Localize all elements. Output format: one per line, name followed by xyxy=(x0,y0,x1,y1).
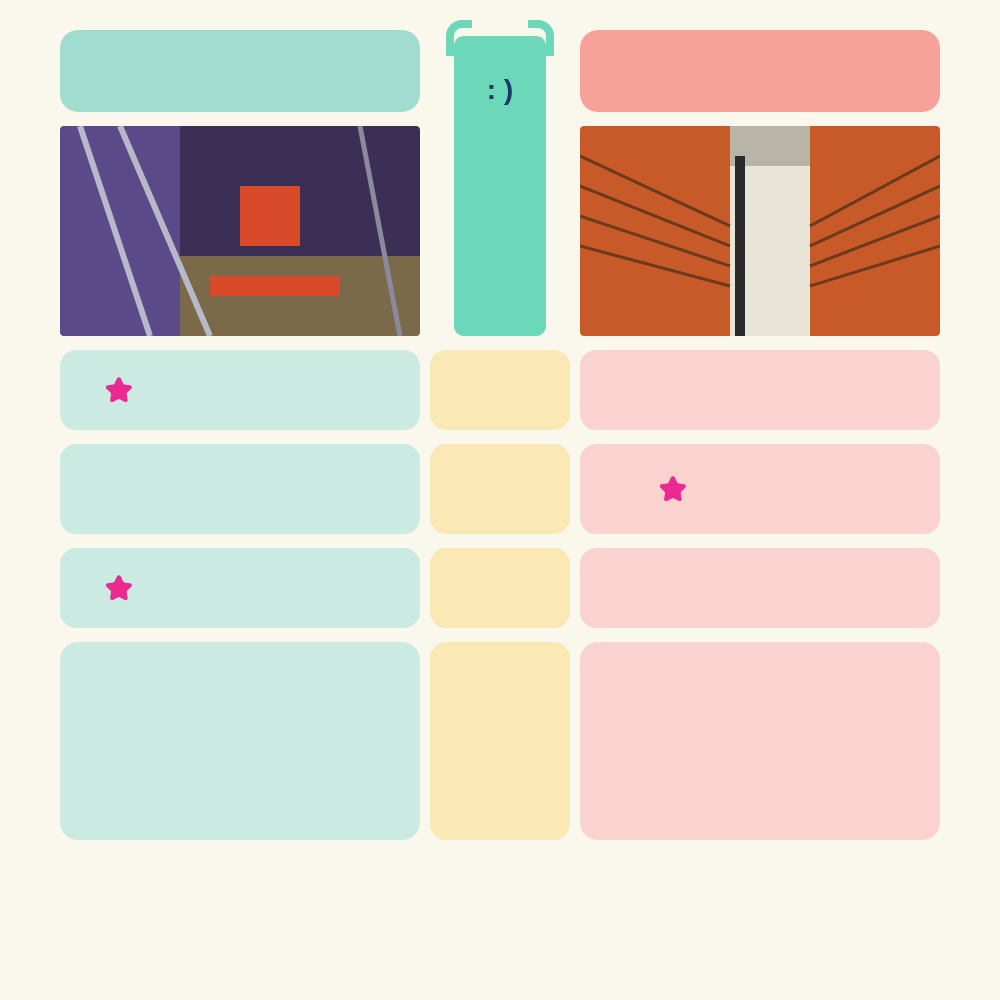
cell-density-left xyxy=(60,444,420,534)
cell-throughput-label xyxy=(430,548,570,628)
cell-cost-label xyxy=(430,350,570,430)
space-label-cell xyxy=(430,642,570,840)
space-left-panel xyxy=(60,642,420,840)
star-icon xyxy=(104,573,134,603)
star-icon xyxy=(658,474,688,504)
space-right-panel xyxy=(580,642,940,840)
header-right xyxy=(580,30,940,112)
mascot-icon: : ) xyxy=(454,36,546,336)
mascot-column: : ) xyxy=(430,30,570,336)
star-icon xyxy=(104,375,134,405)
cell-density-label xyxy=(430,444,570,534)
space-right-diagram-icon xyxy=(610,670,910,820)
cell-cost-right xyxy=(580,350,940,430)
mascot-face-icon: : ) xyxy=(454,74,546,106)
header-left xyxy=(60,30,420,112)
cell-throughput-right xyxy=(580,548,940,628)
photo-right xyxy=(580,126,940,336)
space-left-diagram-icon xyxy=(90,670,390,820)
cell-cost-left xyxy=(60,350,420,430)
photo-left-placeholder-icon xyxy=(60,126,420,336)
photo-left xyxy=(60,126,420,336)
cell-throughput-left xyxy=(60,548,420,628)
comparison-grid: : ) xyxy=(60,30,940,840)
photo-right-placeholder-icon xyxy=(580,126,940,336)
cell-density-right xyxy=(580,444,940,534)
